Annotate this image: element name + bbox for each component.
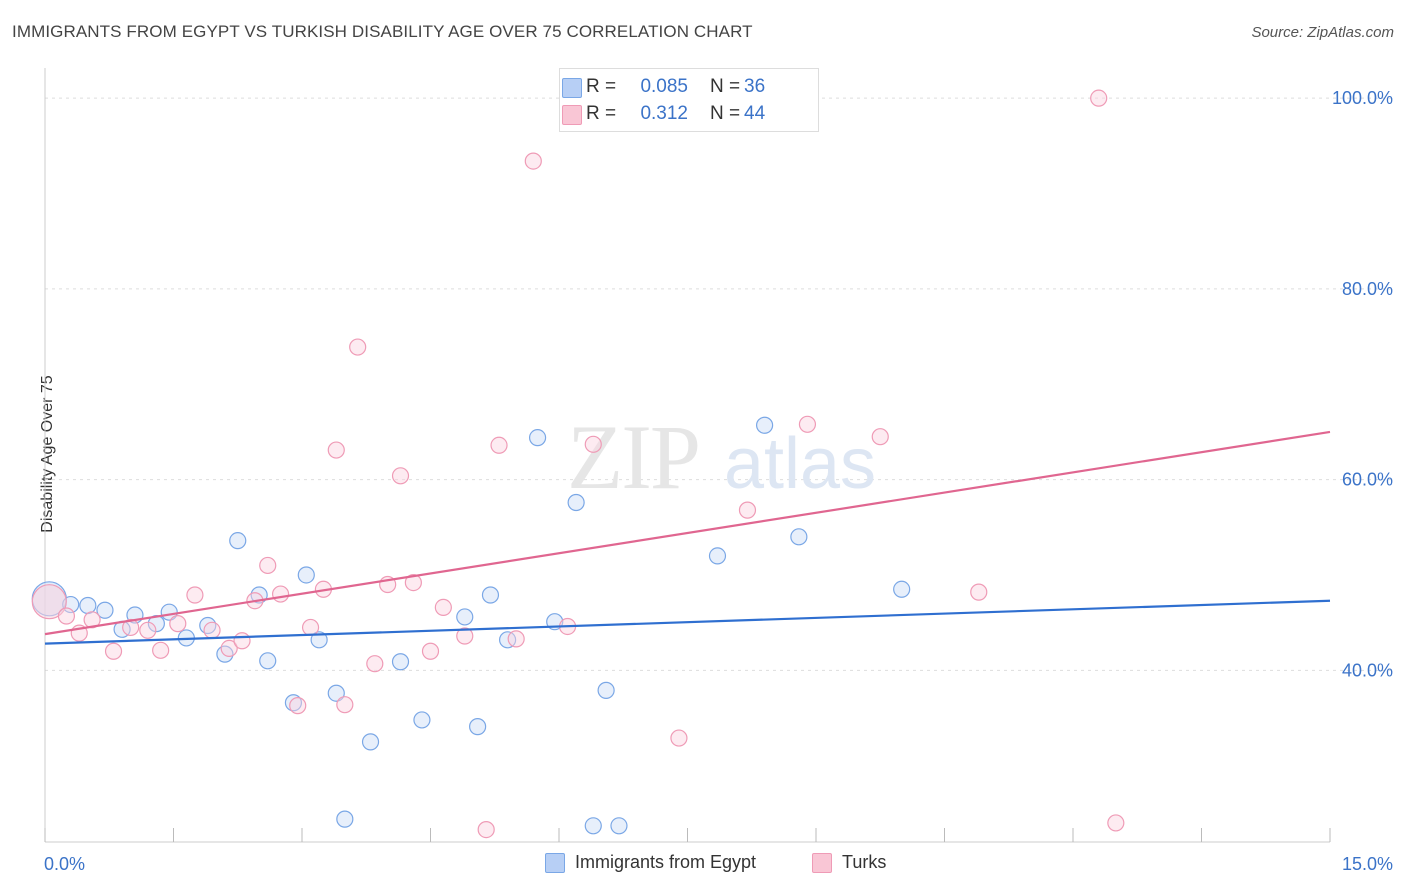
turks-point — [169, 615, 187, 633]
data-points — [31, 89, 1125, 839]
y-tick-label: 40.0% — [1342, 660, 1393, 680]
turks-point — [336, 696, 354, 714]
x-tick-label: 0.0% — [44, 854, 85, 874]
turks-point — [434, 598, 452, 617]
turks-point — [327, 441, 345, 459]
turks-point — [798, 415, 817, 433]
legend-r-value: 0.085 — [640, 76, 688, 97]
turks-point — [477, 821, 495, 839]
turks-point — [391, 467, 410, 485]
legend-item-egypt[interactable]: Immigrants from Egypt — [545, 852, 756, 873]
egypt-point — [610, 817, 628, 835]
turks-point — [738, 501, 757, 519]
legend-swatch-turks — [812, 852, 832, 873]
turks-point — [152, 641, 170, 659]
turks-point — [524, 152, 542, 170]
axes — [44, 68, 1331, 843]
egypt-point — [469, 718, 487, 736]
turks-point — [456, 627, 474, 645]
egypt-point — [229, 532, 247, 550]
turks-point — [122, 618, 140, 637]
turks-point — [233, 632, 251, 650]
legend-swatch-egypt — [562, 78, 582, 98]
legend-label-turks: Turks — [842, 852, 887, 872]
source-label: Source: ZipAtlas.com — [1251, 24, 1394, 41]
legend-row-egypt: R = 0.085 N = 36 — [562, 74, 766, 100]
correlation-legend: R = 0.085 N = 36 R = 0.312 N = 44 — [559, 68, 819, 132]
watermark-atlas: atlas — [724, 424, 876, 504]
egypt-point — [310, 631, 328, 649]
egypt-point — [499, 631, 517, 649]
egypt-point — [79, 596, 97, 615]
y-tick-label: 100.0% — [1332, 88, 1393, 108]
legend-swatch-egypt — [545, 852, 565, 873]
chart-title: IMMIGRANTS FROM EGYPT VS TURKISH DISABIL… — [12, 22, 753, 41]
turks-point — [139, 621, 157, 639]
legend-r-value: 0.312 — [640, 103, 688, 124]
egypt-point — [327, 684, 345, 702]
legend-r-label: R = — [586, 76, 617, 97]
egypt-point — [790, 528, 808, 546]
legend-n-value: 44 — [744, 103, 766, 124]
turks-point — [421, 642, 440, 660]
turks-point — [271, 585, 290, 603]
egypt-point — [391, 653, 410, 671]
y-tick-label: 60.0% — [1342, 470, 1393, 490]
tick-labels: 40.0% 60.0% 80.0% 100.0% 0.0% 15.0% — [44, 88, 1393, 874]
watermark-zip: ZIP — [567, 406, 699, 508]
legend-r-label: R = — [586, 103, 617, 124]
egypt-point — [708, 547, 727, 565]
turks-point — [186, 586, 204, 604]
egypt-point — [597, 681, 615, 699]
egypt-point — [297, 566, 315, 584]
turks-point — [366, 655, 384, 673]
egypt-point — [567, 493, 585, 512]
legend-n-label: N = — [710, 76, 741, 97]
legend-n-label: N = — [710, 103, 741, 124]
egypt-point — [528, 429, 547, 447]
turks-point — [970, 583, 988, 601]
turks-point — [31, 584, 67, 620]
egypt-point — [413, 711, 431, 729]
turks-point — [507, 630, 525, 648]
trend-lines — [44, 430, 1331, 645]
turks-point — [220, 639, 238, 658]
egypt-point — [893, 580, 911, 598]
turks-point — [301, 618, 320, 637]
turks-point — [1107, 814, 1125, 832]
grid-lines — [45, 97, 1395, 671]
legend-item-turks[interactable]: Turks — [812, 852, 886, 873]
turks-trend-line — [44, 430, 1331, 636]
egypt-point — [259, 652, 277, 670]
legend-row-turks: R = 0.312 N = 44 — [562, 101, 766, 127]
legend-n-value: 36 — [744, 76, 766, 97]
egypt-point — [456, 608, 474, 626]
turks-point — [871, 428, 889, 446]
turks-point — [1090, 89, 1108, 107]
egypt-point — [584, 817, 602, 835]
turks-point — [259, 556, 277, 575]
turks-point — [57, 607, 76, 625]
egypt-point — [481, 586, 500, 604]
egypt-point — [361, 733, 380, 751]
legend-swatch-turks — [562, 105, 582, 125]
egypt-point — [336, 810, 354, 828]
turks-point — [203, 621, 221, 639]
egypt-point — [755, 416, 774, 434]
turks-point — [289, 697, 307, 715]
turks-point — [490, 436, 508, 454]
x-tick-label: 15.0% — [1342, 854, 1393, 874]
legend-label-egypt: Immigrants from Egypt — [575, 852, 757, 872]
turks-point — [349, 338, 367, 356]
turks-point — [404, 574, 422, 592]
y-tick-label: 80.0% — [1342, 279, 1393, 299]
turks-point — [104, 642, 123, 660]
egypt-point — [96, 601, 114, 619]
series-legend: Immigrants from Egypt Turks — [0, 852, 1406, 878]
turks-point — [670, 729, 688, 747]
egypt-trend-line — [44, 599, 1331, 645]
turks-point — [584, 435, 602, 453]
